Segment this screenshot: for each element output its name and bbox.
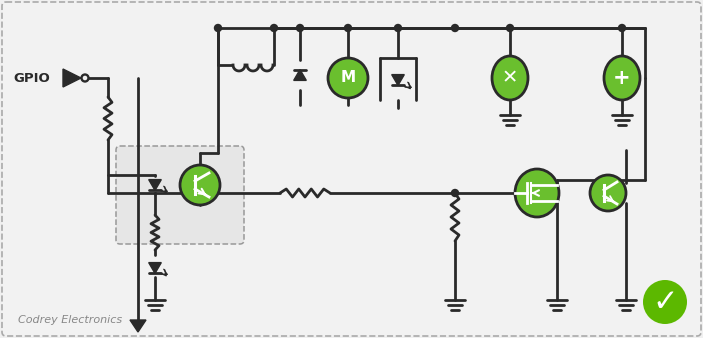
Polygon shape [149, 263, 161, 273]
Circle shape [394, 24, 401, 31]
Polygon shape [294, 70, 307, 80]
Circle shape [271, 24, 278, 31]
Ellipse shape [515, 169, 559, 217]
Ellipse shape [492, 56, 528, 100]
Ellipse shape [590, 175, 626, 211]
FancyBboxPatch shape [116, 146, 244, 244]
Circle shape [297, 24, 304, 31]
Circle shape [180, 165, 220, 205]
Text: +: + [613, 68, 631, 88]
Circle shape [619, 24, 626, 31]
Circle shape [506, 24, 513, 31]
Circle shape [344, 24, 352, 31]
Ellipse shape [604, 56, 640, 100]
Circle shape [214, 24, 221, 31]
Text: Codrey Electronics: Codrey Electronics [18, 315, 122, 325]
Circle shape [328, 58, 368, 98]
Circle shape [451, 190, 458, 196]
Polygon shape [149, 179, 161, 190]
Circle shape [643, 280, 687, 324]
Circle shape [451, 24, 458, 31]
Polygon shape [63, 69, 81, 87]
Text: GPIO: GPIO [13, 72, 50, 84]
Text: ✓: ✓ [652, 289, 678, 317]
Text: ✕: ✕ [502, 69, 518, 88]
Polygon shape [392, 75, 404, 86]
Text: M: M [340, 71, 356, 86]
Circle shape [82, 74, 89, 81]
Polygon shape [130, 320, 146, 332]
